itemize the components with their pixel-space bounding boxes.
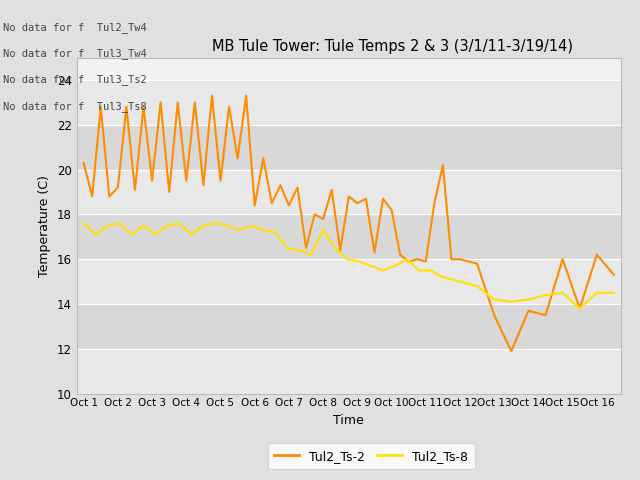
Bar xyxy=(77,349,621,394)
Text: No data for f  Tul2_Tw4: No data for f Tul2_Tw4 xyxy=(3,22,147,33)
Legend: Tul2_Ts-2, Tul2_Ts-8: Tul2_Ts-2, Tul2_Ts-8 xyxy=(268,444,475,469)
Text: No data for f  Tul3_Tw4: No data for f Tul3_Tw4 xyxy=(3,48,147,59)
Bar xyxy=(77,169,621,215)
Bar xyxy=(77,80,621,125)
Y-axis label: Temperature (C): Temperature (C) xyxy=(38,175,51,276)
Bar xyxy=(77,304,621,349)
Text: No data for f  Tul3_Ts8: No data for f Tul3_Ts8 xyxy=(3,101,147,112)
Bar xyxy=(77,215,621,259)
X-axis label: Time: Time xyxy=(333,414,364,427)
Bar xyxy=(77,125,621,169)
Bar xyxy=(77,259,621,304)
Text: No data for f  Tul3_Ts2: No data for f Tul3_Ts2 xyxy=(3,74,147,85)
Title: MB Tule Tower: Tule Temps 2 & 3 (3/1/11-3/19/14): MB Tule Tower: Tule Temps 2 & 3 (3/1/11-… xyxy=(212,39,573,54)
